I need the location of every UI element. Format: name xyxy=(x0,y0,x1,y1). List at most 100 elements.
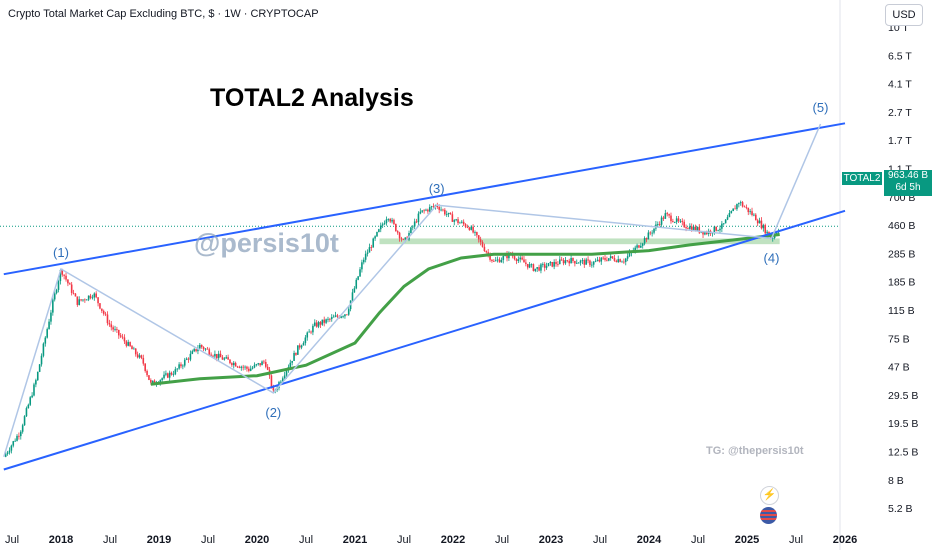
candle xyxy=(116,326,118,333)
flag-icon[interactable] xyxy=(760,507,777,524)
candle-body xyxy=(743,206,746,208)
candle-body xyxy=(108,323,111,325)
candle-body xyxy=(526,263,529,268)
candle xyxy=(666,211,669,217)
y-tick-label: 29.5 B xyxy=(888,390,918,402)
candle xyxy=(519,254,522,263)
candle-body xyxy=(214,353,216,357)
candle xyxy=(259,363,261,367)
candle xyxy=(609,254,612,261)
candle xyxy=(87,295,90,302)
candle-body xyxy=(366,252,369,254)
candle-body xyxy=(515,259,518,261)
candle xyxy=(183,357,186,368)
candle-body xyxy=(545,266,548,268)
candle-body xyxy=(89,295,92,298)
lightning-icon[interactable]: ⚡ xyxy=(760,486,779,505)
candle xyxy=(739,200,742,206)
candle-body xyxy=(50,312,52,322)
candle xyxy=(193,347,195,353)
currency-button[interactable]: USD xyxy=(885,4,923,26)
candle-body xyxy=(628,252,631,257)
candle xyxy=(336,313,339,318)
candle xyxy=(78,296,81,306)
candle-body xyxy=(589,260,591,266)
candle xyxy=(753,213,755,217)
candle-body xyxy=(19,431,22,437)
y-tick-label: 8 B xyxy=(888,475,904,487)
candle xyxy=(76,296,79,307)
candle xyxy=(423,209,425,214)
candle-body xyxy=(577,262,580,264)
candle xyxy=(602,256,604,260)
candle xyxy=(166,372,169,379)
support-zone xyxy=(379,238,780,245)
candle xyxy=(364,250,367,263)
candle-body xyxy=(666,213,669,215)
candle-body xyxy=(532,264,535,271)
candle xyxy=(442,208,444,212)
candle-body xyxy=(728,213,731,218)
y-tick-label: 2.7 T xyxy=(888,107,912,119)
candle-body xyxy=(679,220,682,222)
candle xyxy=(413,218,416,230)
candle xyxy=(210,352,212,357)
candle-body xyxy=(87,295,90,300)
candle-body xyxy=(683,221,685,228)
candle xyxy=(144,363,146,373)
candle-body xyxy=(297,345,299,355)
candle-body xyxy=(340,316,342,318)
candle-body xyxy=(93,293,96,298)
candle-body xyxy=(713,226,716,233)
x-tick-label: 2024 xyxy=(637,534,662,546)
candle xyxy=(670,212,672,224)
candle xyxy=(308,329,310,333)
candle xyxy=(261,360,263,366)
x-tick-label: Jul xyxy=(593,534,607,546)
credit-text: TG: @thepersis10t xyxy=(706,445,804,457)
candle xyxy=(570,255,572,264)
watermark: @persis10t xyxy=(194,228,339,258)
candle xyxy=(232,360,235,369)
candle-body xyxy=(738,203,740,205)
candle xyxy=(280,380,282,384)
candle xyxy=(564,257,567,265)
candle xyxy=(310,330,312,335)
candle xyxy=(432,203,435,209)
candle xyxy=(525,259,527,267)
candle-body xyxy=(180,364,182,367)
candle-body xyxy=(306,332,309,338)
candle xyxy=(298,343,301,350)
candle xyxy=(574,260,576,267)
candle-body xyxy=(161,378,163,381)
candle-body xyxy=(481,242,484,247)
candle-body xyxy=(172,374,175,375)
candle-body xyxy=(698,227,701,233)
candle-body xyxy=(513,256,516,260)
candle-body xyxy=(753,214,755,216)
candle xyxy=(189,350,192,362)
candle-body xyxy=(232,362,235,366)
candle-body xyxy=(219,353,222,358)
candle xyxy=(142,354,145,366)
candle xyxy=(108,319,111,327)
candle-body xyxy=(212,355,214,357)
candle xyxy=(579,259,582,266)
candle-body xyxy=(496,259,499,261)
candle xyxy=(25,406,28,417)
candle-body xyxy=(351,292,354,301)
candle-body xyxy=(643,238,646,244)
candle-body xyxy=(35,380,37,385)
candle-body xyxy=(664,213,667,219)
candle xyxy=(217,350,220,361)
candle xyxy=(732,208,734,212)
candle-body xyxy=(694,226,697,231)
candle-body xyxy=(61,270,64,275)
candle-body xyxy=(558,259,561,265)
channel-lower-line xyxy=(3,209,846,471)
candle xyxy=(649,231,652,236)
candle xyxy=(16,434,18,442)
candle-body xyxy=(705,232,708,235)
candle xyxy=(760,217,763,230)
